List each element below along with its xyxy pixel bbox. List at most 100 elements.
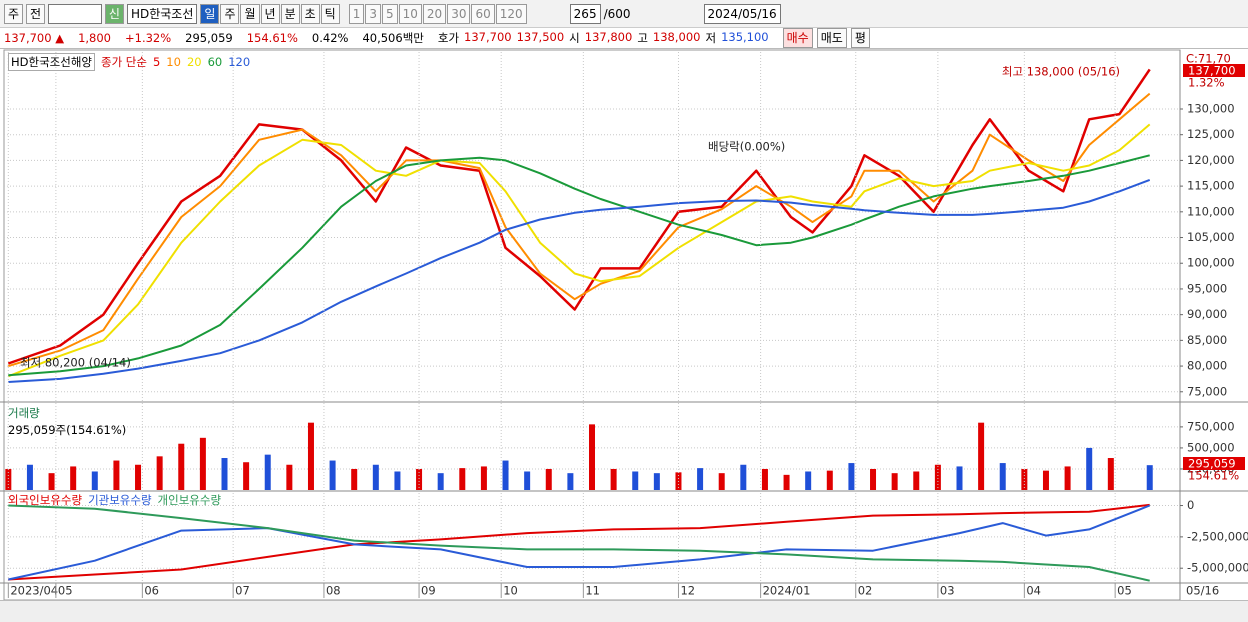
y-tick-label: 80,000	[1187, 359, 1227, 373]
buy-button[interactable]: 매수	[782, 28, 813, 48]
y-tick-label: 90,000	[1187, 307, 1227, 321]
minute-button[interactable]: 120	[495, 3, 527, 24]
bid: 137,500	[516, 30, 565, 44]
right-top-label: C:71,70	[1186, 52, 1231, 66]
turnover: 0.42%	[311, 31, 349, 45]
volume-bar	[718, 473, 725, 490]
minute-button[interactable]: 30	[447, 3, 471, 24]
prev-button[interactable]: 전	[26, 3, 46, 24]
y-tick-label: 500,000	[1187, 440, 1235, 454]
price: 137,700 ▲	[4, 31, 65, 45]
volume-bar	[826, 470, 833, 490]
legend-entry: 120	[228, 55, 251, 69]
minute-button[interactable]: 5	[382, 3, 398, 24]
series-line	[8, 504, 1150, 582]
period-button[interactable]: 초	[300, 3, 320, 24]
volume-bar	[1021, 468, 1028, 490]
scrollbar[interactable]	[0, 600, 1248, 622]
open-label: 시	[569, 31, 580, 45]
volume-bar	[1146, 465, 1153, 490]
y-tick-label: -5,000,000	[1187, 561, 1248, 575]
period-button[interactable]: 분	[280, 3, 300, 24]
x-tick-label: 06	[144, 584, 159, 598]
volume-bar	[913, 471, 920, 490]
volume-bar	[870, 468, 877, 490]
x-tick-label: 04	[1026, 584, 1041, 598]
high: 138,000	[652, 30, 701, 44]
y-tick-label: 100,000	[1187, 256, 1235, 270]
period-button[interactable]: 틱	[320, 3, 340, 24]
legend-entry: 5	[152, 55, 161, 69]
date-input[interactable]: 2024/05/16	[703, 3, 781, 24]
volume-bar	[243, 462, 250, 490]
volume-bar	[394, 471, 401, 490]
ask: 137,700	[464, 30, 512, 44]
period-button[interactable]: 년	[260, 3, 280, 24]
volume-bar	[502, 460, 509, 490]
y-tick-label: 110,000	[1187, 204, 1235, 218]
volume-bar	[848, 463, 855, 490]
volume-bar	[783, 474, 790, 490]
volume-bar	[135, 464, 142, 490]
minute-button[interactable]: 3	[365, 3, 381, 24]
minute-button[interactable]: 1	[348, 3, 365, 24]
x-tick-label: 05	[58, 584, 73, 598]
price-label: 137,700	[1188, 64, 1236, 78]
y-tick-label: 95,000	[1187, 281, 1227, 295]
volume-title: 거래량	[8, 406, 40, 420]
volume: 295,059	[185, 31, 233, 45]
volume-value-label: 295,059	[1188, 457, 1236, 471]
minute-button[interactable]: 10	[398, 3, 422, 24]
volume-bar	[761, 468, 768, 490]
period-button[interactable]: 주	[220, 3, 240, 24]
period-select[interactable]: 주	[4, 3, 24, 24]
volume-bar	[459, 468, 466, 490]
minute-button[interactable]: 60	[471, 3, 495, 24]
code-input[interactable]: 009540	[48, 3, 102, 24]
series-line	[8, 154, 1150, 377]
x-tick-label: 02	[858, 584, 873, 598]
series-line	[8, 178, 1151, 383]
volume-bar	[26, 464, 33, 490]
minute-buttons: 1 3 5 10 20 30 60 120	[348, 3, 527, 24]
sell-button[interactable]: 매도	[816, 28, 847, 48]
volume-bar	[156, 456, 163, 490]
high-label: 고	[637, 31, 648, 45]
x-tick-label: 08	[326, 584, 341, 598]
y-tick-label: 115,000	[1187, 179, 1235, 193]
volume-bar	[999, 463, 1006, 490]
volume-bar	[178, 443, 185, 490]
legend-label: 종가 단순	[100, 55, 147, 69]
volume-bar	[610, 468, 617, 490]
x-tick-label: 10	[503, 584, 518, 598]
high-annotation: 최고 138,000 (05/16)	[1002, 65, 1120, 79]
minute-button[interactable]: 20	[422, 3, 447, 24]
volume-bar	[1064, 466, 1071, 490]
count-max: /600	[603, 6, 631, 21]
volume-bar	[632, 471, 639, 490]
series-line	[7, 123, 1151, 378]
volume-bar	[589, 424, 595, 490]
x-tick-label: 2024/01	[763, 584, 811, 598]
x-tick-label: 03	[940, 584, 955, 598]
volume-bar	[891, 473, 898, 490]
avg-button[interactable]: 평	[850, 28, 870, 48]
volume-bar	[199, 437, 206, 490]
stock-name[interactable]: HD한국조선	[126, 3, 198, 24]
x-tick-label: 07	[235, 584, 250, 598]
x-tick-label: 09	[421, 584, 436, 598]
x-tick-label: 12	[680, 584, 695, 598]
period-button[interactable]: 일	[200, 3, 220, 24]
volume-bar	[740, 464, 747, 490]
volume-bar	[567, 473, 574, 490]
volume-bar	[286, 464, 293, 490]
volume-legend: 거래량 295,059주(154.61%)	[8, 405, 126, 438]
period-button[interactable]: 월	[240, 3, 260, 24]
y-tick-label: 85,000	[1187, 333, 1227, 347]
legend-entry: 20	[186, 55, 202, 69]
count-input[interactable]: 265	[569, 3, 601, 24]
credit-badge[interactable]: 신	[104, 3, 124, 24]
y-tick-label: -2,500,000	[1187, 529, 1248, 543]
